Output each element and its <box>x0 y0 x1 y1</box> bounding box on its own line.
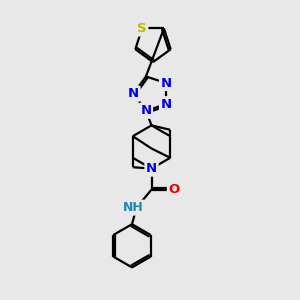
Text: S: S <box>137 22 147 35</box>
Text: O: O <box>168 183 180 196</box>
Text: NH: NH <box>123 201 144 214</box>
Text: N: N <box>140 104 152 117</box>
Text: N: N <box>160 98 172 111</box>
Text: N: N <box>128 87 139 100</box>
Text: N: N <box>160 76 172 89</box>
Text: N: N <box>146 162 157 175</box>
